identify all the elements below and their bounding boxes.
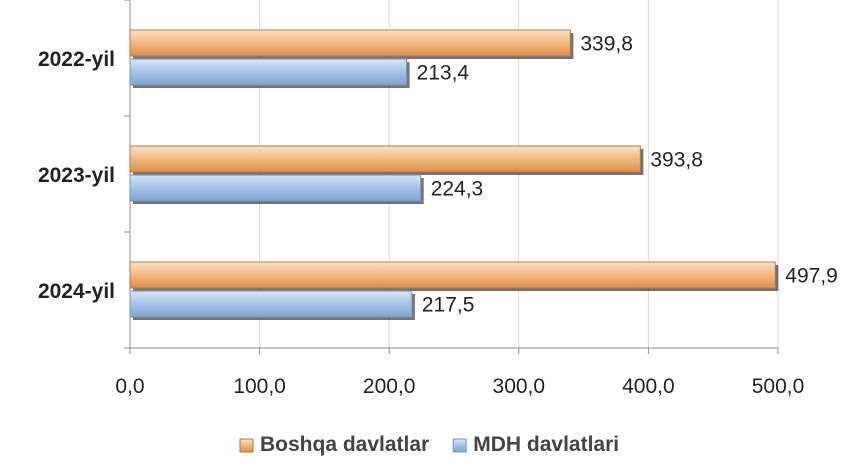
data-label: 213,4	[417, 62, 470, 85]
legend-swatch	[452, 438, 467, 453]
legend-label: Boshqa davlatlar	[260, 433, 429, 456]
data-label: 224,3	[431, 178, 484, 201]
category-label: 2023-yil	[38, 164, 115, 187]
bar	[129, 261, 776, 289]
bar	[129, 29, 571, 57]
axes	[124, 0, 779, 354]
data-label: 393,8	[650, 149, 703, 172]
x-tick-label: 100,0	[233, 375, 286, 398]
data-label: 497,9	[785, 265, 838, 288]
bar	[129, 58, 408, 86]
category-label: 2022-yil	[38, 48, 115, 71]
bar	[129, 290, 413, 318]
legend-label: MDH davlatlari	[473, 433, 619, 456]
bars	[129, 29, 779, 320]
x-tick-label: 500,0	[752, 375, 805, 398]
x-tick-label: 400,0	[622, 375, 675, 398]
bar	[129, 145, 641, 173]
legend-swatch	[239, 438, 254, 453]
bar	[129, 174, 422, 202]
labels: 0,0 100,0 200,0 300,0 400,0 500,0 2022-yil 339,…	[38, 33, 838, 399]
legend: Boshqa davlatlar MDH davlatlari	[239, 433, 619, 456]
x-tick-label: 300,0	[493, 375, 546, 398]
data-label: 217,5	[422, 294, 475, 317]
category-label: 2024-yil	[38, 280, 115, 303]
x-tick-label: 0,0	[115, 375, 144, 398]
data-label: 339,8	[580, 33, 633, 56]
x-tick-label: 200,0	[363, 375, 416, 398]
